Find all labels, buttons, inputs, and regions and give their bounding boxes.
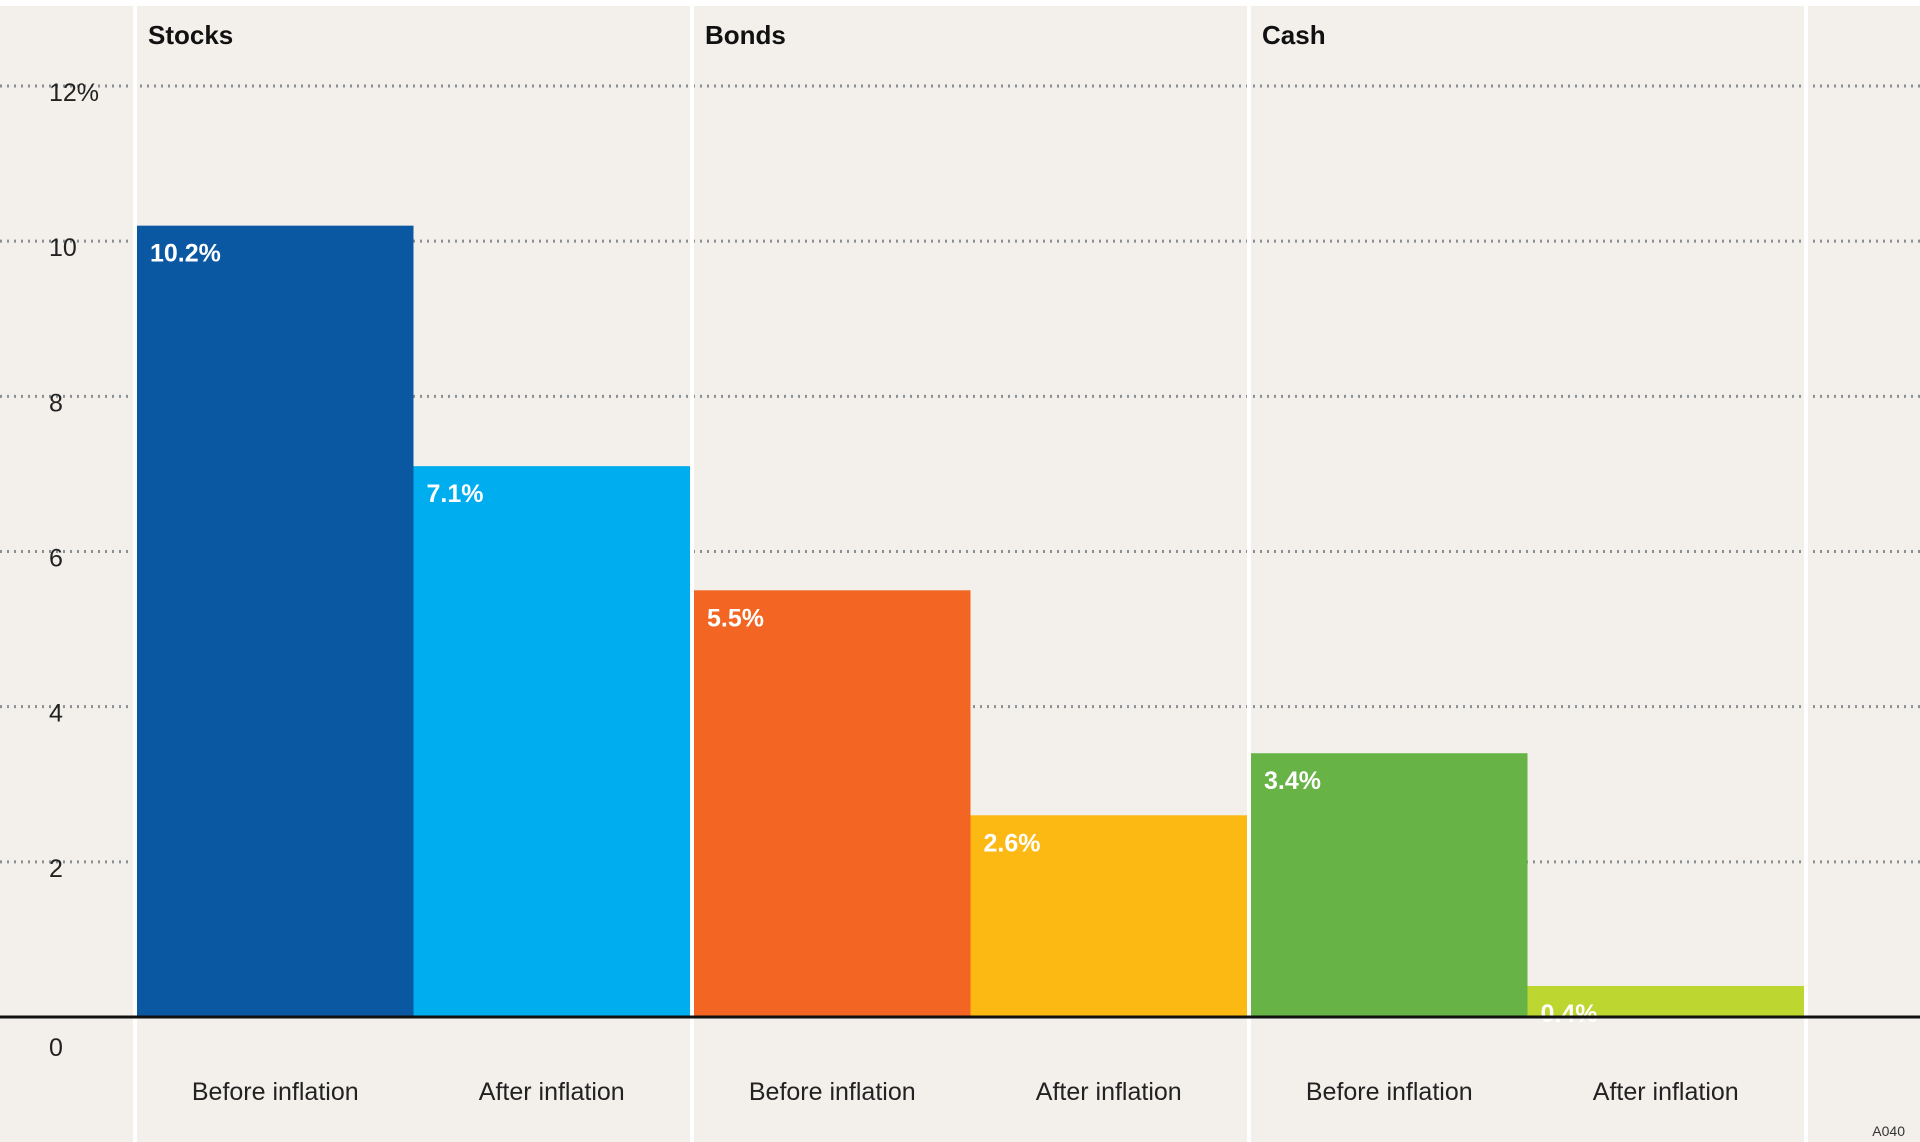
y-tick-label: 2 bbox=[49, 855, 63, 883]
bar-data-label: 2.6% bbox=[984, 829, 1041, 857]
bar bbox=[970, 815, 1247, 1017]
panel-separator bbox=[1247, 0, 1251, 1142]
x-tick-label: After inflation bbox=[1593, 1078, 1739, 1106]
y-tick-label: 8 bbox=[49, 389, 63, 417]
group-title: Stocks bbox=[148, 20, 233, 50]
x-tick-label: Before inflation bbox=[1306, 1078, 1473, 1106]
panel-separator bbox=[133, 0, 137, 1142]
x-tick-label: Before inflation bbox=[192, 1078, 359, 1106]
group-title: Bonds bbox=[705, 20, 786, 50]
bar bbox=[1251, 753, 1528, 1017]
x-tick-label: After inflation bbox=[479, 1078, 625, 1106]
bar-data-label: 7.1% bbox=[427, 480, 484, 508]
bar-data-label: 3.4% bbox=[1264, 767, 1321, 795]
top-border bbox=[0, 0, 1920, 6]
bar bbox=[694, 590, 971, 1017]
bar-data-label: 5.5% bbox=[707, 604, 764, 632]
y-tick-label: 6 bbox=[49, 545, 63, 573]
bar bbox=[1527, 985, 1804, 1017]
bar-data-label: 10.2% bbox=[150, 240, 221, 268]
y-tick-label: 4 bbox=[49, 700, 63, 728]
source-code: A040 bbox=[1872, 1123, 1905, 1139]
panel-separator bbox=[1804, 0, 1808, 1142]
bar-data-label: 0.4% bbox=[1541, 1000, 1598, 1028]
y-tick-label: 0 bbox=[49, 1034, 63, 1062]
x-tick-label: Before inflation bbox=[749, 1078, 916, 1106]
panel-separator bbox=[690, 0, 694, 1142]
bar bbox=[137, 225, 414, 1017]
y-tick-label: 12% bbox=[49, 79, 99, 107]
y-tick-label: 10 bbox=[49, 234, 77, 262]
x-tick-label: After inflation bbox=[1036, 1078, 1182, 1106]
group-title: Cash bbox=[1262, 20, 1326, 50]
bar bbox=[413, 466, 690, 1017]
